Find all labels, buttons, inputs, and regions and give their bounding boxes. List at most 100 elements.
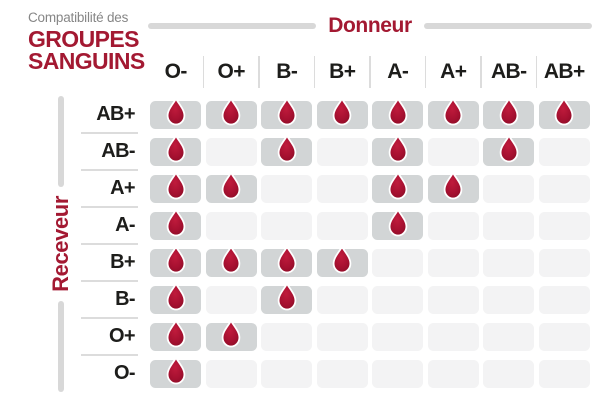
compatibility-cell-o--from-ab+ <box>538 359 590 388</box>
compatibility-cell-o+-from-a- <box>372 322 424 351</box>
compatibility-cell-o--from-a- <box>372 359 424 388</box>
compatibility-cell-b+-from-a- <box>372 248 424 277</box>
compatibility-cell-a--from-o+ <box>205 211 257 240</box>
blood-drop-icon <box>388 170 408 199</box>
blood-drop-icon <box>443 170 463 199</box>
matrix-row-o+: O+ <box>0 318 592 356</box>
blood-drop-icon <box>332 96 352 125</box>
blood-drop-icon <box>166 244 186 273</box>
blood-drop-icon <box>388 207 408 236</box>
decorative-bar-top <box>57 96 65 188</box>
donor-column-header-a-: A- <box>370 55 426 89</box>
donor-column-header-o+: O+ <box>204 55 260 89</box>
matrix-row-a-: A- <box>0 207 592 245</box>
receiver-row-label-o-: O- <box>113 362 136 384</box>
blood-drop-icon <box>332 244 352 273</box>
compatibility-cell-a+-from-ab+ <box>538 174 590 203</box>
compatibility-cell-ab+-from-b+ <box>316 96 368 129</box>
compatibility-cell-o--from-o+ <box>205 359 257 388</box>
donor-column-headers: O- O+ B- B+ A- A+ AB- AB+ <box>148 55 592 89</box>
compatibility-cell-o+-from-ab- <box>483 322 535 351</box>
compatibility-cell-b+-from-ab+ <box>538 248 590 277</box>
compatibility-cell-b--from-b+ <box>316 285 368 314</box>
blood-drop-icon <box>166 96 186 125</box>
receiver-row-label-ab+: AB+ <box>0 96 148 134</box>
compatibility-cell-o+-from-b- <box>261 322 313 351</box>
chart-pretitle: Compatibilité des <box>28 10 129 25</box>
blood-drop-icon <box>166 355 186 384</box>
compatibility-cell-ab--from-ab+ <box>538 137 590 166</box>
blood-drop-icon <box>221 318 241 347</box>
matrix-row-a+: A+ <box>0 170 592 208</box>
compatibility-cell-a+-from-a- <box>372 170 424 203</box>
blood-drop-icon <box>388 133 408 162</box>
decorative-bar-bottom <box>57 300 65 392</box>
donor-column-header-ab+: AB+ <box>543 60 585 83</box>
matrix-row-o-: O- <box>0 355 592 392</box>
decorative-bar-right <box>423 23 592 29</box>
donor-column-header-ab-: AB- <box>481 55 537 89</box>
receiver-row-label-a-: A- <box>0 207 148 245</box>
compatibility-cell-o+-from-o- <box>150 318 202 351</box>
receiver-row-label-ab-: AB- <box>0 133 148 171</box>
compatibility-cell-b+-from-b+ <box>316 244 368 277</box>
compatibility-cell-ab--from-b- <box>261 133 313 166</box>
receiver-row-label-b-: B- <box>0 281 148 319</box>
blood-drop-icon <box>388 96 408 125</box>
blood-drop-icon <box>277 96 297 125</box>
compatibility-cell-o+-from-a+ <box>427 322 479 351</box>
compatibility-cell-a+-from-ab- <box>483 174 535 203</box>
compatibility-cell-b+-from-b- <box>261 244 313 277</box>
compatibility-cell-ab+-from-a- <box>372 96 424 129</box>
donor-column-header-b-: B- <box>259 55 315 89</box>
blood-drop-icon <box>554 96 574 125</box>
blood-drop-icon <box>166 318 186 347</box>
compatibility-cell-ab--from-ab- <box>483 133 535 166</box>
compatibility-cell-ab--from-a+ <box>427 137 479 166</box>
compatibility-cell-ab--from-a- <box>372 133 424 166</box>
blood-drop-icon <box>499 96 519 125</box>
compatibility-cell-b--from-a+ <box>427 285 479 314</box>
compatibility-cell-a--from-b- <box>261 211 313 240</box>
compatibility-cell-b+-from-ab- <box>483 248 535 277</box>
compatibility-cell-a--from-ab- <box>483 211 535 240</box>
blood-drop-icon <box>443 96 463 125</box>
donor-axis-label: Donneur <box>328 14 412 37</box>
receiver-axis-header: Receveur <box>46 96 76 392</box>
compatibility-cell-ab+-from-ab- <box>483 96 535 129</box>
compatibility-cell-a+-from-b+ <box>316 174 368 203</box>
blood-drop-icon <box>277 133 297 162</box>
compatibility-cell-a--from-ab+ <box>538 211 590 240</box>
compatibility-cell-o--from-b+ <box>316 359 368 388</box>
blood-drop-icon <box>166 170 186 199</box>
compatibility-cell-b--from-b- <box>261 281 313 314</box>
compatibility-cell-b--from-a- <box>372 285 424 314</box>
receiver-row-label-o+: O+ <box>0 318 148 356</box>
compatibility-cell-o--from-ab- <box>483 359 535 388</box>
donor-axis-header: Donneur <box>148 14 592 38</box>
compatibility-cell-a+-from-o- <box>150 170 202 203</box>
compatibility-cell-a--from-a- <box>372 207 424 240</box>
compatibility-cell-ab+-from-o- <box>150 96 202 129</box>
blood-drop-icon <box>499 133 519 162</box>
matrix-row-b+: B+ <box>0 244 592 282</box>
compatibility-cell-o--from-b- <box>261 359 313 388</box>
receiver-row-label-b+: B+ <box>0 244 148 282</box>
donor-column-header-o-: O- <box>148 55 204 89</box>
compatibility-cell-a--from-a+ <box>427 211 479 240</box>
compatibility-cell-o--from-a+ <box>427 359 479 388</box>
compatibility-cell-ab--from-b+ <box>316 137 368 166</box>
compatibility-matrix: AB+ AB- A+ A- B+ B- O+ O- <box>0 96 592 392</box>
blood-drop-icon <box>166 133 186 162</box>
compatibility-cell-b--from-o+ <box>205 285 257 314</box>
blood-drop-icon <box>277 281 297 310</box>
chart-title-line1: GROUPES <box>28 26 139 52</box>
compatibility-cell-b--from-o- <box>150 281 202 314</box>
compatibility-cell-ab+-from-b- <box>261 96 313 129</box>
blood-drop-icon <box>277 244 297 273</box>
blood-drop-icon <box>221 170 241 199</box>
matrix-row-ab+: AB+ <box>0 96 592 134</box>
blood-drop-icon <box>221 244 241 273</box>
compatibility-cell-ab+-from-ab+ <box>538 96 590 129</box>
